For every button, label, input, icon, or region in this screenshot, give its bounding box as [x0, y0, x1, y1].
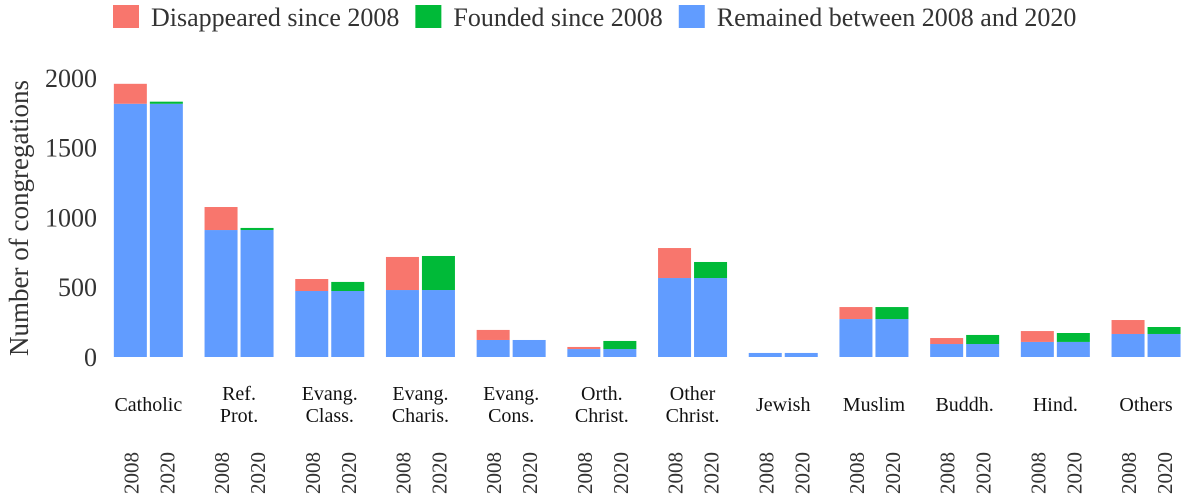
bar-change — [1056, 333, 1090, 342]
bar-remained — [748, 352, 782, 357]
x-tick-label: Jewish — [756, 394, 811, 416]
x-subtick-label: 2020 — [881, 452, 905, 494]
x-subtick-label: 2008 — [754, 452, 778, 494]
x-tick-label: Muslim — [842, 394, 906, 416]
bar-remained — [240, 230, 274, 357]
legend-label: Founded since 2008 — [453, 3, 662, 32]
x-subtick-label: 2020 — [427, 452, 451, 494]
x-subtick-label: 2020 — [1153, 452, 1177, 494]
bar-remained — [784, 352, 818, 357]
bar-remained — [512, 339, 546, 357]
bar-remained — [385, 290, 419, 357]
bar-remained — [658, 278, 692, 357]
bar-remained — [113, 103, 147, 357]
x-subtick-label: 2020 — [246, 452, 270, 494]
x-subtick-label: 2020 — [609, 452, 633, 494]
x-tick-label: Ref. Prot. — [219, 383, 259, 427]
y-tick-label: 0 — [84, 343, 97, 372]
x-subtick-label: 2008 — [1117, 452, 1141, 494]
bar-remained — [204, 230, 238, 357]
x-subtick-label: 2008 — [391, 452, 415, 494]
bar-change — [875, 307, 909, 320]
bar-change — [1147, 327, 1181, 334]
x-subtick-label: 2020 — [790, 452, 814, 494]
x-subtick-label: 2008 — [936, 452, 960, 494]
bar-change — [385, 256, 419, 291]
x-tick-label: Evang. Charis. — [391, 383, 450, 427]
x-tick-label: Others — [1119, 394, 1173, 416]
bar-change — [694, 261, 728, 279]
bar-change — [295, 279, 329, 292]
bar-remained — [603, 349, 637, 357]
x-subtick-label: 2008 — [210, 452, 234, 494]
legend-label: Remained between 2008 and 2020 — [717, 3, 1077, 32]
x-subtick-label: 2008 — [482, 452, 506, 494]
bar-remained — [295, 291, 329, 357]
x-subtick-label: 2008 — [845, 452, 869, 494]
bar-remained — [1056, 341, 1090, 357]
x-subtick-label: 2020 — [518, 452, 542, 494]
x-subtick-label: 2008 — [664, 452, 688, 494]
x-tick-label: Evang. Cons. — [483, 383, 540, 427]
bar-change — [331, 281, 365, 292]
legend-swatch — [415, 5, 442, 28]
x-subtick-label: 2020 — [1062, 452, 1086, 494]
x-subtick-label: 2020 — [700, 452, 724, 494]
bar-change — [149, 101, 183, 104]
bar-remained — [930, 344, 964, 357]
bar-change — [1111, 320, 1145, 334]
x-tick-label: Hind. — [1032, 394, 1078, 416]
bar-remained — [966, 344, 1000, 357]
x-subtick-label: 2008 — [573, 452, 597, 494]
bar-change — [839, 307, 873, 320]
bar-remained — [839, 319, 873, 357]
x-subtick-label: 2020 — [155, 452, 179, 494]
x-tick-label: Buddh. — [935, 394, 994, 416]
bar-change — [240, 227, 274, 231]
y-tick-label: 2000 — [45, 64, 97, 93]
y-tick-label: 1500 — [45, 134, 97, 163]
x-tick-label: Catholic — [114, 394, 183, 416]
bar-change — [966, 334, 1000, 345]
bar-remained — [331, 291, 365, 357]
x-subtick-label: 2008 — [119, 452, 143, 494]
bar-remained — [567, 349, 601, 357]
bar-change — [421, 255, 455, 291]
bar-change — [476, 329, 510, 340]
bar-remained — [1147, 333, 1181, 357]
x-subtick-label: 2008 — [301, 452, 325, 494]
x-tick-label: Evang. Class. — [301, 383, 358, 427]
bar-remained — [875, 319, 909, 357]
bar-change — [930, 338, 964, 345]
legend-swatch — [113, 5, 139, 28]
bar-remained — [1020, 341, 1054, 357]
y-tick-label: 1000 — [45, 203, 97, 232]
bar-change — [204, 207, 238, 231]
bar-remained — [149, 103, 183, 357]
x-tick-label: Other Christ. — [665, 383, 720, 427]
x-subtick-label: 2020 — [337, 452, 361, 494]
bar-change — [567, 346, 601, 350]
bar-remained — [421, 290, 455, 357]
bar-change — [603, 340, 637, 350]
x-subtick-label: 2008 — [1026, 452, 1050, 494]
y-axis-label: Number of congregations — [4, 80, 34, 356]
bar-remained — [1111, 333, 1145, 357]
legend-label: Disappeared since 2008 — [151, 3, 399, 32]
y-tick-label: 500 — [58, 273, 97, 302]
bar-change — [1020, 331, 1054, 342]
x-tick-label: Orth. Christ. — [574, 383, 629, 427]
bar-remained — [694, 278, 728, 357]
bar-change — [658, 248, 692, 279]
x-subtick-label: 2020 — [972, 452, 996, 494]
bar-remained — [476, 339, 510, 357]
bar-change — [113, 83, 147, 104]
legend-swatch — [678, 5, 705, 28]
